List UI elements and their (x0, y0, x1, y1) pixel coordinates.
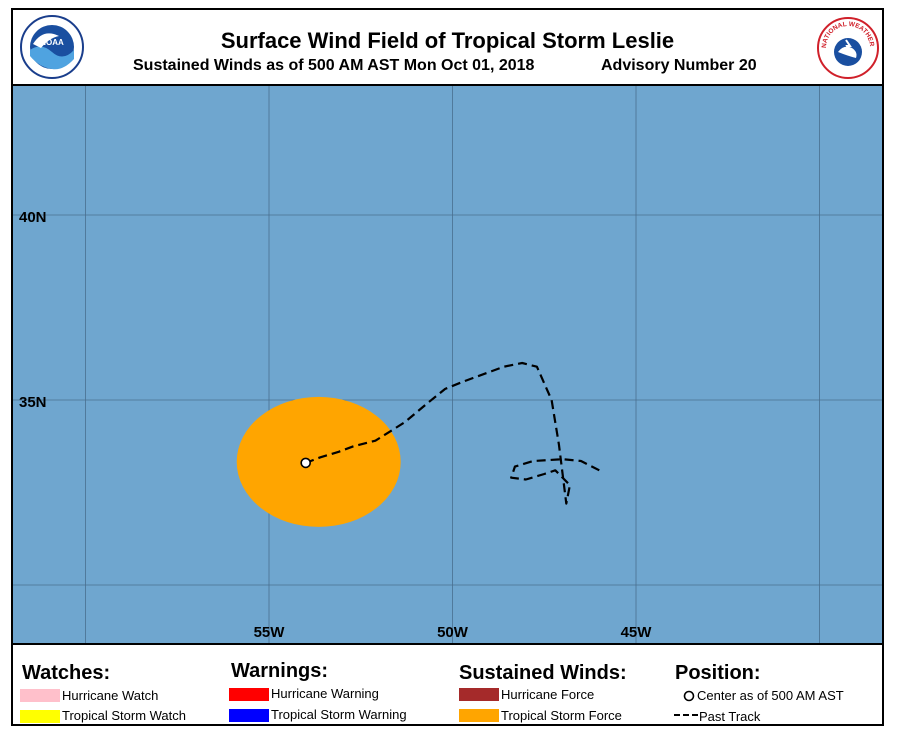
latitude-label: 40N (19, 209, 47, 226)
storm-center-marker (300, 457, 312, 469)
tropical-storm-watch-swatch (20, 710, 60, 723)
map-title: Surface Wind Field of Tropical Storm Les… (220, 28, 675, 53)
graphic-frame: NOAA Surface Wind Field of Tropical Stor… (11, 8, 884, 726)
tropical-storm-warning-label: Tropical Storm Warning (271, 707, 407, 722)
position-heading: Position: (675, 662, 761, 684)
tropical-storm-watch-label: Tropical Storm Watch (62, 708, 187, 723)
hurricane-force-swatch (459, 688, 499, 701)
hurricane-warning-label: Hurricane Warning (271, 686, 379, 701)
hurricane-watch-swatch (20, 689, 60, 702)
longitude-label: 55W (254, 624, 286, 641)
watches-heading: Watches: (22, 662, 111, 684)
map-subtitle: Sustained Winds as of 500 AM AST Mon Oct… (133, 57, 535, 74)
tropical-storm-warning-swatch (229, 709, 269, 722)
past-track-line-icon (674, 714, 698, 716)
tropical-storm-force-swatch (459, 709, 499, 722)
center-marker-icon (683, 690, 695, 702)
ocean (13, 86, 882, 643)
sustained-winds-heading: Sustained Winds: (459, 662, 627, 684)
hurricane-watch-label: Hurricane Watch (62, 688, 159, 703)
header: NOAA Surface Wind Field of Tropical Stor… (13, 10, 882, 84)
longitude-label: 45W (621, 624, 653, 641)
svg-text:NOAA: NOAA (40, 38, 64, 47)
legend: Watches: Hurricane Watch Tropical Storm … (13, 646, 882, 724)
past-track-line (305, 361, 600, 505)
longitude-label: 50W (437, 624, 469, 641)
latitude-label: 35N (19, 394, 47, 411)
nws-logo-icon: NATIONAL WEATHER SERVICE (814, 11, 880, 85)
center-label: Center as of 500 AM AST (697, 688, 844, 703)
map-canvas: 40N 35N 55W 50W 45W (13, 29, 882, 643)
warnings-heading: Warnings: (231, 660, 329, 682)
map-area: 40N 35N 55W 50W 45W (13, 29, 882, 645)
hurricane-warning-swatch (229, 688, 269, 701)
tropical-storm-wind-field (236, 396, 401, 527)
advisory-number: Advisory Number 20 (601, 57, 757, 74)
hurricane-force-label: Hurricane Force (501, 687, 595, 702)
tropical-storm-force-label: Tropical Storm Force (501, 708, 622, 723)
noaa-logo-icon: NOAA (19, 14, 85, 85)
past-track-label: Past Track (699, 709, 761, 724)
